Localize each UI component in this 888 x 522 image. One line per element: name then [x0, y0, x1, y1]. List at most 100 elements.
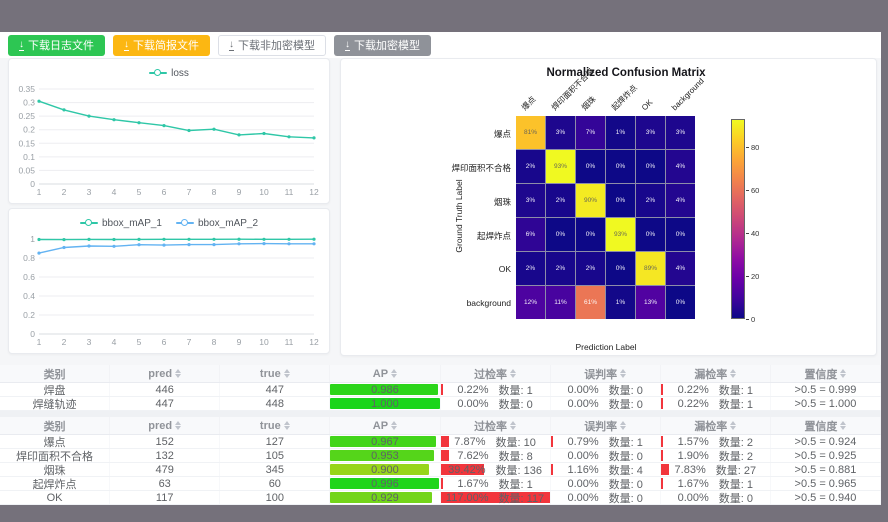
col-header-pred[interactable]: pred	[110, 365, 221, 382]
svg-text:1: 1	[37, 337, 42, 347]
rate-percent: 0.00%	[567, 449, 599, 462]
rate-count: 数量: 0	[608, 398, 643, 411]
matrix-col-label: background	[669, 76, 706, 113]
rate-bar	[440, 464, 484, 475]
col-header-ap[interactable]: AP	[330, 365, 441, 382]
rate-count: 数量: 0	[718, 492, 754, 505]
ap-bar	[330, 492, 432, 503]
cell-confidence: >0.5 = 0.999	[771, 383, 881, 396]
cell-overkill: 0.22% 数量: 1	[440, 383, 551, 396]
rate-bar	[660, 478, 663, 489]
cell-class: 焊盘	[0, 383, 111, 396]
svg-text:0.6: 0.6	[23, 272, 35, 282]
ap-bar	[330, 478, 440, 489]
rate-percent: 7.87%	[454, 435, 486, 448]
col-header-pred[interactable]: pred	[110, 417, 221, 434]
svg-text:0.15: 0.15	[18, 138, 35, 148]
cell-ap: 0.953	[330, 449, 441, 462]
col-header-ap[interactable]: AP	[330, 417, 441, 434]
cell-misjudge: 0.00% 数量: 0	[551, 491, 661, 504]
matrix-cell: 3%	[516, 184, 545, 217]
matrix-cell: 2%	[546, 252, 575, 285]
cell-overkill: 0.00% 数量: 0	[441, 397, 551, 410]
svg-text:7: 7	[187, 337, 192, 347]
sort-caret-icon[interactable]	[730, 369, 737, 378]
sort-caret-icon[interactable]	[620, 421, 627, 430]
col-header-label: true	[259, 419, 281, 432]
col-header-overkill[interactable]: 过检率	[441, 417, 551, 434]
svg-text:9: 9	[237, 187, 242, 197]
cell-misjudge: 0.79% 数量: 1	[550, 435, 661, 448]
ap-bar	[330, 384, 438, 395]
matrix-row-label: 烟珠	[493, 197, 511, 207]
col-header-label: 误判率	[584, 368, 618, 381]
rate-percent: 0.00%	[567, 491, 599, 504]
colorbar	[731, 119, 745, 319]
matrix-cell: 90%	[576, 184, 605, 217]
ap-value: 1.000	[371, 397, 399, 410]
matrix-cell: 13%	[636, 286, 665, 319]
cell-confidence: >0.5 = 0.925	[771, 449, 881, 462]
cell-confidence: >0.5 = 0.940	[771, 491, 881, 504]
rate-percent: 0.00%	[567, 397, 599, 410]
rate-count: 数量: 4	[608, 464, 643, 477]
col-header-true[interactable]: true	[220, 417, 331, 434]
confusion-matrix-xlabel: Prediction Label	[575, 342, 637, 352]
cell-pred: 152	[110, 435, 221, 448]
sort-caret-icon[interactable]	[840, 369, 847, 378]
svg-text:0.3: 0.3	[23, 98, 35, 108]
col-header-true[interactable]: true	[220, 365, 331, 382]
sort-caret-icon[interactable]	[391, 369, 398, 378]
sort-caret-icon[interactable]	[510, 369, 517, 378]
col-header-misjudge[interactable]: 误判率	[551, 365, 661, 382]
sort-caret-icon[interactable]	[620, 369, 627, 378]
matrix-cell: 0%	[666, 286, 695, 319]
download-encrypted-model-button[interactable]: ↓ 下载加密模型	[334, 34, 431, 56]
cell-miss: 1.67% 数量: 1	[660, 477, 771, 491]
cell-pred: 63	[110, 477, 221, 490]
rate-percent: 0.22%	[677, 383, 709, 396]
col-header-misjudge[interactable]: 误判率	[551, 417, 661, 434]
rate-bar	[550, 464, 553, 475]
rate-percent: 0.79%	[567, 435, 599, 448]
colorbar-tick	[746, 232, 749, 234]
rate-count: 数量: 1	[718, 478, 754, 491]
cell-ap: 0.986	[330, 383, 441, 396]
legend-item-loss[interactable]: loss	[149, 68, 189, 79]
download-unencrypted-model-button[interactable]: ↓ 下载非加密模型	[218, 34, 326, 56]
rate-percent: 0.00%	[567, 383, 599, 396]
cell-misjudge: 0.00% 数量: 0	[551, 397, 661, 410]
col-header-label: 置信度	[804, 420, 838, 433]
sort-caret-icon[interactable]	[730, 421, 737, 430]
sort-caret-icon[interactable]	[840, 421, 847, 430]
col-header-overkill[interactable]: 过检率	[441, 365, 551, 382]
cell-class: 烟珠	[0, 463, 111, 476]
col-header-miss[interactable]: 漏检率	[661, 417, 771, 434]
rate-percent: 39.42%	[448, 463, 486, 476]
cell-miss: 7.83% 数量: 27	[660, 463, 771, 476]
download-report-button[interactable]: ↓ 下载简报文件	[113, 34, 210, 56]
sort-caret-icon[interactable]	[283, 421, 290, 430]
svg-text:0.4: 0.4	[23, 291, 35, 301]
svg-text:1: 1	[30, 234, 35, 244]
legend-item-bbox_mAP_1[interactable]: bbox_mAP_1	[79, 218, 162, 229]
table-header-row: 类别 pred true AP 过检率 误判率 漏检率 置信度	[0, 365, 881, 383]
sort-caret-icon[interactable]	[175, 421, 182, 430]
matrix-cell: 93%	[546, 150, 575, 183]
colorbar-tick	[746, 189, 749, 191]
rate-bar	[440, 450, 449, 461]
sort-caret-icon[interactable]	[175, 369, 182, 378]
svg-text:2: 2	[62, 337, 67, 347]
sort-caret-icon[interactable]	[510, 421, 517, 430]
loss-chart-legend: loss	[9, 59, 329, 83]
legend-item-bbox_mAP_2[interactable]: bbox_mAP_2	[176, 218, 258, 229]
col-header-miss[interactable]: 漏检率	[661, 365, 771, 382]
col-header-confidence[interactable]: 置信度	[771, 417, 881, 434]
matrix-cell: 0%	[636, 150, 665, 183]
svg-text:12: 12	[309, 187, 319, 197]
sort-caret-icon[interactable]	[391, 421, 398, 430]
download-log-button[interactable]: ↓ 下载日志文件	[8, 34, 105, 56]
sort-caret-icon[interactable]	[283, 369, 290, 378]
col-header-confidence[interactable]: 置信度	[771, 365, 881, 382]
matrix-cell: 0%	[576, 150, 605, 183]
